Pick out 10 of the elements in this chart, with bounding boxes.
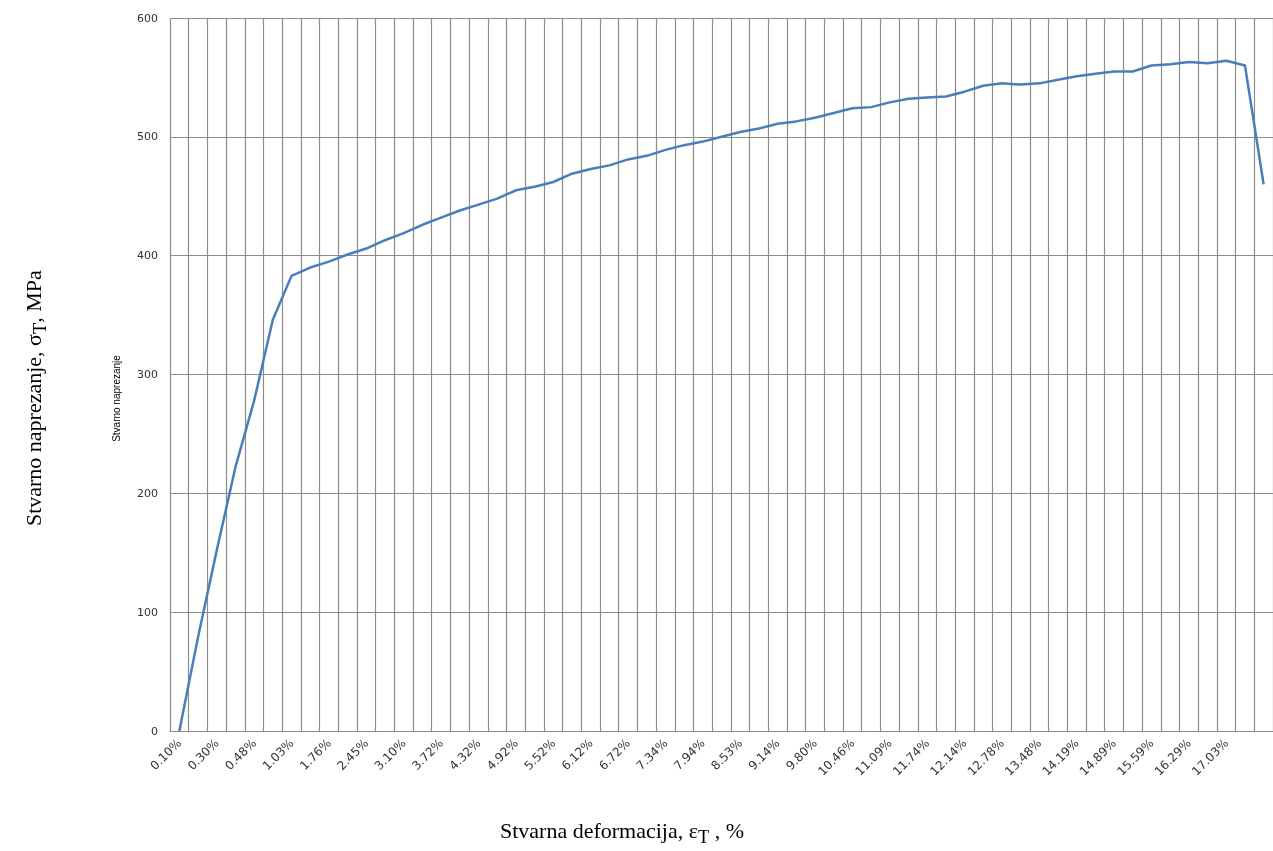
y-tick-label: 0 xyxy=(151,724,158,738)
text: Stvarno naprezanje xyxy=(110,354,122,442)
y-tick-label: 200 xyxy=(137,486,158,500)
y-tick-label: 300 xyxy=(137,368,158,381)
y-tick-label: 600 xyxy=(137,11,158,25)
y-tick-label: 100 xyxy=(137,605,158,619)
y-tick-label: 400 xyxy=(137,249,158,263)
line-series xyxy=(178,59,1265,733)
x-axis-title: Stvarna deformacija, ε$_{T}$ , % xyxy=(500,818,745,849)
y-tick-label: 500 xyxy=(137,130,158,144)
